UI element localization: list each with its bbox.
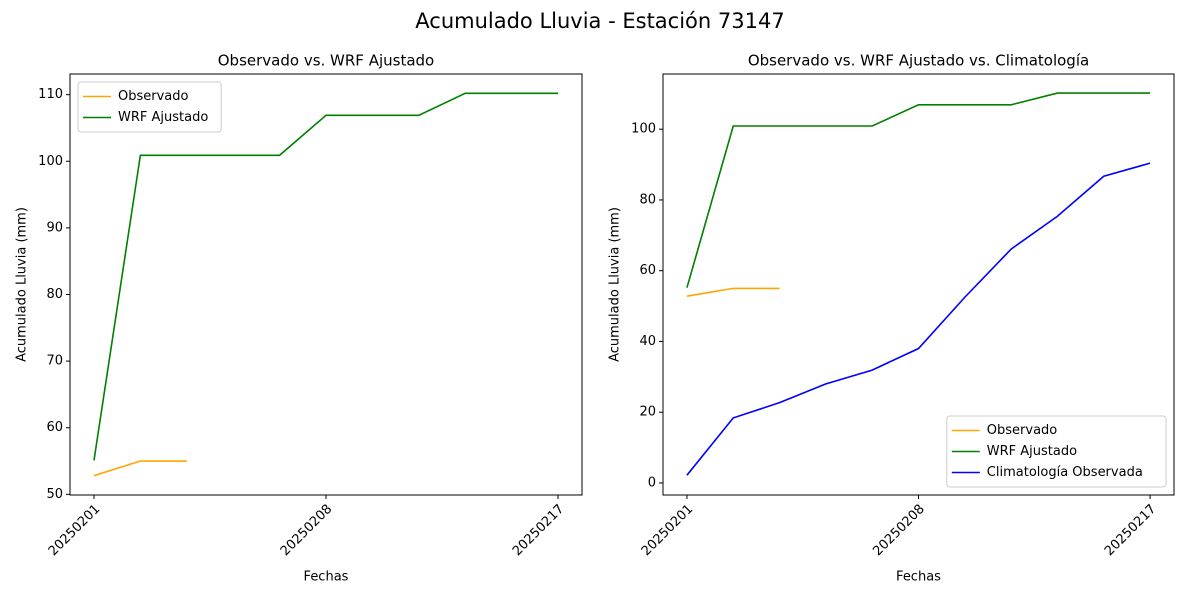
series-line	[93, 460, 187, 477]
series-line	[686, 287, 780, 297]
axes-title: Observado vs. WRF Ajustado	[218, 52, 434, 70]
y-tick-label: 80	[46, 287, 63, 302]
y-tick-label: 20	[639, 405, 656, 420]
y-tick-label: 100	[38, 154, 63, 169]
legend-label: Observado	[987, 423, 1058, 438]
y-tick-label: 50	[46, 487, 63, 502]
x-axis-label: Fechas	[304, 570, 349, 585]
y-tick-label: 40	[639, 334, 656, 349]
x-tick-label: 20250208	[870, 502, 927, 559]
axes-frame	[69, 73, 583, 496]
axes-title: Observado vs. WRF Ajustado vs. Climatolo…	[748, 52, 1089, 70]
y-tick-label: 60	[46, 420, 63, 435]
series-line	[686, 92, 1151, 288]
series-line	[93, 92, 559, 461]
legend-box	[77, 81, 222, 133]
y-tick-label: 90	[46, 220, 63, 235]
legend-label: WRF Ajustado	[987, 444, 1077, 459]
x-tick-label: 20250217	[1102, 502, 1159, 559]
y-tick-label: 70	[46, 354, 63, 369]
legend-label: Observado	[118, 89, 189, 104]
x-tick-label: 20250201	[46, 502, 103, 559]
y-axis-label: Acumulado Lluvia (mm)	[608, 207, 623, 362]
y-tick-label: 110	[38, 87, 63, 102]
x-axis-label: Fechas	[896, 570, 941, 585]
legend-label: WRF Ajustado	[118, 110, 208, 125]
y-tick-label: 100	[631, 122, 656, 137]
y-tick-label: 80	[639, 192, 656, 207]
x-tick-label: 20250217	[510, 502, 567, 559]
y-tick-label: 60	[639, 263, 656, 278]
y-axis-label: Acumulado Lluvia (mm)	[15, 207, 30, 362]
y-tick-label: 0	[648, 475, 656, 490]
legend-label: Climatología Observada	[987, 465, 1143, 480]
legend-box	[946, 415, 1167, 488]
series-line	[686, 162, 1151, 476]
x-tick-label: 20250201	[639, 502, 696, 559]
figure-title: Acumulado Lluvia - Estación 73147	[415, 9, 784, 33]
x-tick-label: 20250208	[278, 502, 335, 559]
